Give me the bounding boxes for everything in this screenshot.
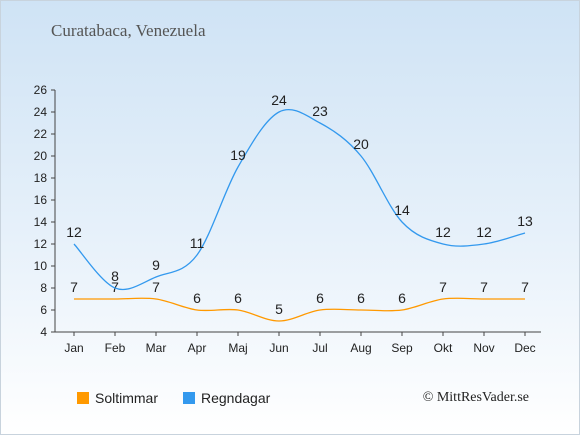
- y-tick-label: 24: [34, 105, 48, 119]
- y-tick-label: 12: [34, 237, 48, 251]
- data-label-rain: 11: [190, 235, 205, 251]
- data-label-sun: 7: [439, 279, 447, 295]
- y-tick-label: 22: [34, 127, 48, 141]
- data-label-sun: 7: [70, 279, 78, 295]
- x-tick-label: Nov: [473, 341, 494, 355]
- data-label-rain: 20: [353, 136, 369, 152]
- data-label-rain: 12: [66, 224, 82, 240]
- data-label-rain: 12: [435, 224, 451, 240]
- data-label-sun: 6: [234, 290, 242, 306]
- x-tick-label: Jul: [312, 341, 327, 355]
- y-tick-label: 4: [40, 325, 47, 339]
- data-label-sun: 6: [398, 290, 406, 306]
- data-label-sun: 7: [480, 279, 488, 295]
- legend-label-rain: Regndagar: [201, 390, 271, 406]
- y-tick-label: 6: [40, 303, 47, 317]
- data-label-sun: 6: [316, 290, 324, 306]
- data-label-sun: 7: [111, 279, 119, 295]
- data-label-rain: 24: [271, 92, 287, 108]
- data-label-sun: 5: [275, 301, 283, 317]
- x-tick-label: Sep: [391, 341, 413, 355]
- data-label-sun: 7: [521, 279, 529, 295]
- data-label-sun: 6: [357, 290, 365, 306]
- legend-swatch-sun: [77, 392, 89, 404]
- x-tick-label: Jan: [64, 341, 83, 355]
- data-label-rain: 8: [111, 268, 119, 284]
- data-label-rain: 14: [394, 202, 410, 218]
- legend-label-sun: Soltimmar: [95, 390, 159, 406]
- legend-swatch-rain: [183, 392, 195, 404]
- series-line-rain: [73, 108, 526, 291]
- data-label-sun: 7: [152, 279, 160, 295]
- data-label-rain: 12: [476, 224, 492, 240]
- chart-title: Curatabaca, Venezuela: [51, 21, 206, 40]
- x-tick-label: Maj: [228, 341, 247, 355]
- x-tick-label: Jun: [269, 341, 288, 355]
- y-tick-label: 8: [40, 281, 47, 295]
- y-tick-label: 18: [34, 171, 48, 185]
- data-label-rain: 23: [312, 103, 328, 119]
- y-tick-label: 26: [34, 83, 48, 97]
- x-tick-label: Aug: [350, 341, 371, 355]
- y-tick-label: 10: [34, 259, 48, 273]
- data-label-sun: 6: [193, 290, 201, 306]
- y-tick-label: 16: [34, 193, 48, 207]
- copyright-text: © MittResVader.se: [422, 390, 529, 405]
- data-label-rain: 19: [230, 147, 246, 163]
- x-tick-label: Apr: [188, 341, 207, 355]
- x-tick-label: Mar: [146, 341, 167, 355]
- data-label-rain: 9: [152, 257, 160, 273]
- x-tick-label: Okt: [434, 341, 453, 355]
- legend-item-rain: Regndagar: [183, 390, 270, 406]
- data-label-rain: 13: [517, 213, 533, 229]
- series-line-sun: [73, 297, 525, 322]
- legend-item-sun: Soltimmar: [77, 390, 158, 406]
- x-tick-label: Feb: [105, 341, 126, 355]
- x-tick-label: Dec: [514, 341, 535, 355]
- y-tick-label: 14: [34, 215, 48, 229]
- y-tick-label: 20: [34, 149, 48, 163]
